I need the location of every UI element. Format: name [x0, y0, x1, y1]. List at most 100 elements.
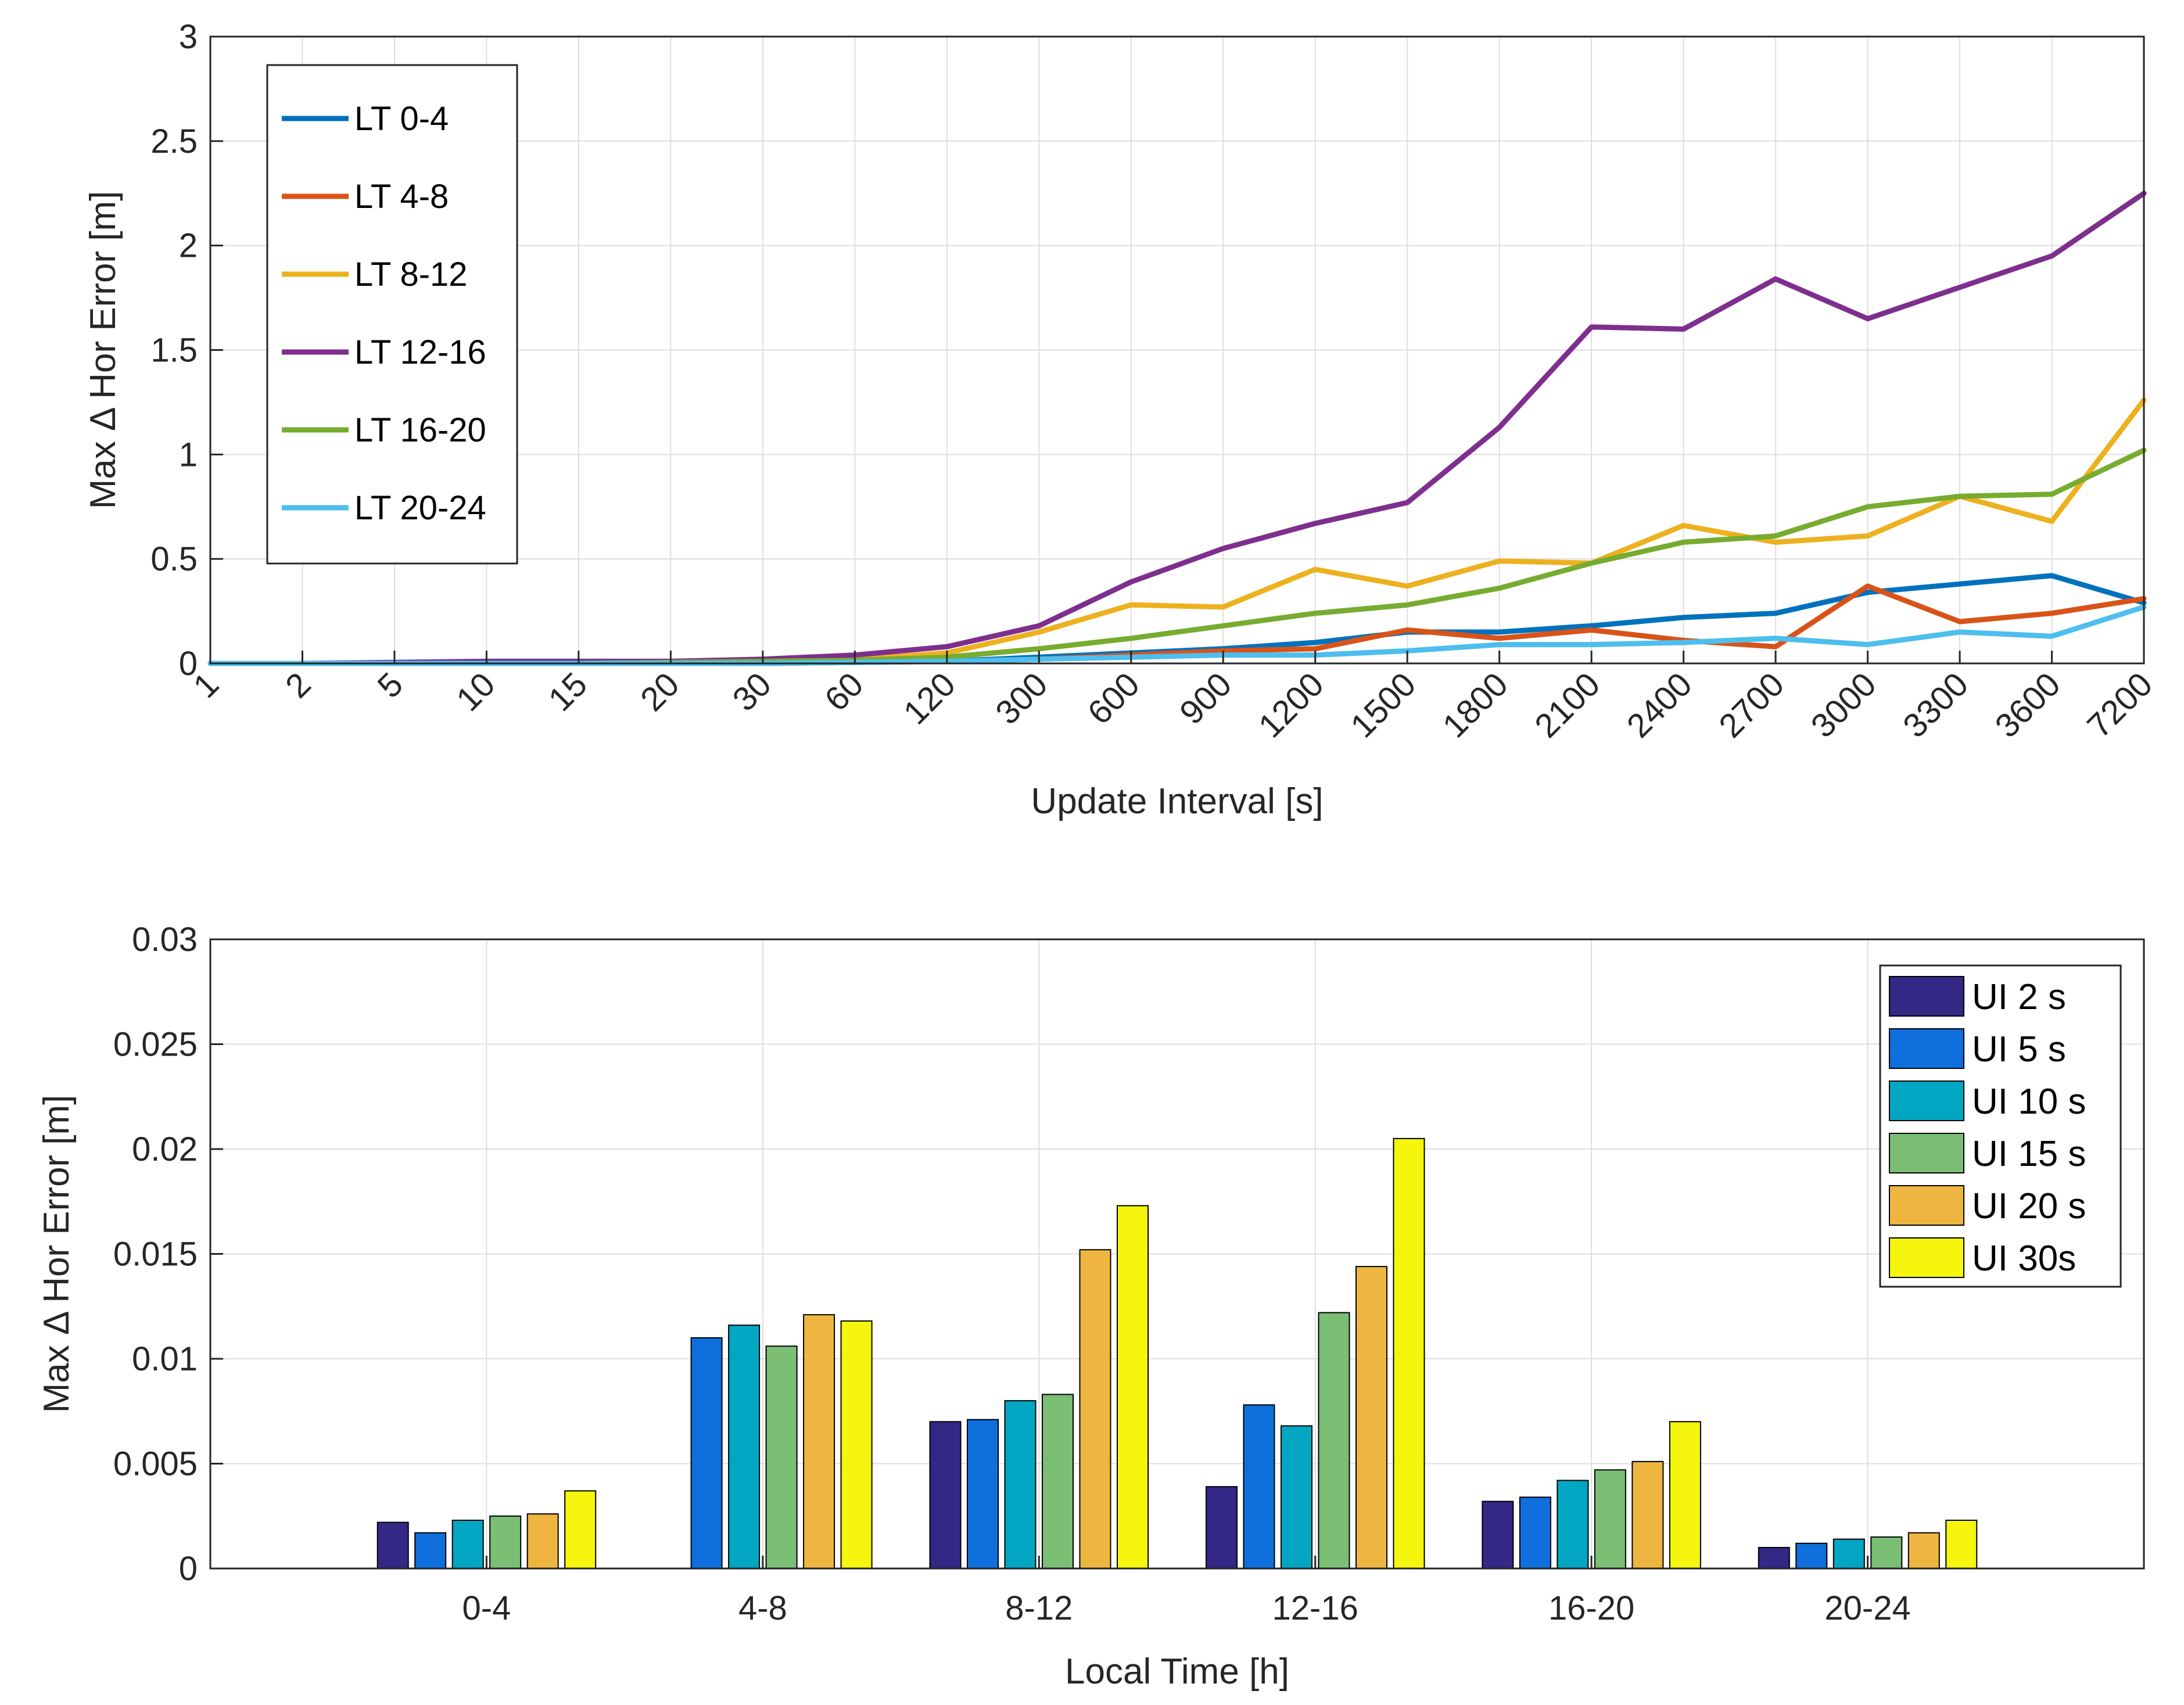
- x-tick-label: 120: [896, 665, 963, 731]
- bar-4-8-ui-20-s: [803, 1314, 835, 1569]
- x-tick-label: 1800: [1436, 665, 1515, 745]
- x-tick-label: 7200: [2080, 665, 2160, 745]
- y-tick-label: 0.005: [113, 1445, 198, 1483]
- x-tick-label: 10: [449, 665, 503, 719]
- series-line-lt-0-4: [207, 573, 2147, 666]
- legend-box: [266, 64, 518, 565]
- bar-20-24-ui-10-s: [1832, 1538, 1865, 1569]
- bar-8-12-ui-15-s: [1042, 1394, 1074, 1569]
- y-tick-label: 1.5: [150, 332, 198, 369]
- x-tick-label: 2400: [1620, 665, 1699, 745]
- bar-0-4-ui-5-s: [414, 1532, 447, 1570]
- x-tick-label: 60: [817, 665, 871, 719]
- y-tick-label: 0.01: [132, 1340, 198, 1378]
- x-tick-label: 20: [633, 665, 687, 719]
- y-tick-label: 0.5: [150, 540, 198, 578]
- line-chart-y-axis-label: Max Δ Hor Error [m]: [83, 191, 123, 509]
- bar-16-20-ui-2-s: [1482, 1501, 1514, 1569]
- x-tick-label: 1500: [1343, 665, 1423, 745]
- bar-4-8-ui-5-s: [690, 1337, 723, 1569]
- bar-20-24-ui-30s: [1945, 1520, 1978, 1569]
- series-line-lt-20-24: [207, 604, 2147, 666]
- line-chart-x-axis-label: Update Interval [s]: [1031, 781, 1323, 821]
- x-tick-label: 4-8: [738, 1589, 787, 1627]
- bar-16-20-ui-15-s: [1594, 1469, 1626, 1570]
- legend-label: UI 20 s: [1972, 1186, 2086, 1226]
- bar-chart: 0 0.005 0.01 0.015 0.02 0.025 0.03 0-4 4-8 8-12 1…: [37, 921, 2145, 1692]
- bar-4-8-ui-15-s: [765, 1345, 798, 1570]
- bar-20-24-ui-15-s: [1870, 1536, 1903, 1570]
- x-tick-label: 300: [988, 665, 1055, 731]
- y-tick-label: 2: [179, 227, 198, 265]
- bar-16-20-ui-30s: [1669, 1421, 1701, 1570]
- bar-12-16-ui-30s: [1393, 1137, 1425, 1569]
- y-tick-label: 0.02: [132, 1130, 198, 1168]
- line-chart: 00.511.522.53 1 2 5 10 15 20 30 60 120 300 600 900 1…: [83, 18, 2160, 821]
- bar-4-8-ui-10-s: [728, 1324, 761, 1569]
- legend-label: LT 0-4: [354, 100, 449, 138]
- bar-8-12-ui-30s: [1117, 1205, 1149, 1569]
- bar-chart-bars: [376, 1137, 1978, 1570]
- bar-0-4-ui-10-s: [451, 1520, 484, 1569]
- bar-chart-legend: UI 2 s UI 5 s UI 10 s UI 15 s UI 20 s UI 30s: [1879, 964, 2122, 1288]
- bar-20-24-ui-2-s: [1758, 1546, 1790, 1569]
- legend-label: LT 20-24: [354, 489, 486, 527]
- bar-20-24-ui-5-s: [1795, 1542, 1828, 1569]
- legend-box: [1879, 964, 2122, 1288]
- bar-chart-x-axis-label: Local Time [h]: [1065, 1652, 1289, 1692]
- y-tick-label: 0: [179, 645, 198, 683]
- y-tick-label: 0.03: [132, 921, 198, 959]
- x-tick-label: 3000: [1804, 665, 1884, 745]
- x-tick-label: 20-24: [1824, 1589, 1910, 1627]
- bar-0-4-ui-2-s: [376, 1521, 409, 1570]
- legend-label: LT 16-20: [354, 411, 486, 449]
- bar-12-16-ui-5-s: [1243, 1404, 1275, 1569]
- legend-label: UI 30s: [1972, 1239, 2076, 1279]
- bar-16-20-ui-5-s: [1519, 1496, 1551, 1570]
- legend-label: UI 10 s: [1972, 1082, 2086, 1122]
- bar-12-16-ui-2-s: [1206, 1486, 1238, 1569]
- bar-12-16-ui-10-s: [1281, 1425, 1312, 1569]
- bar-0-4-ui-20-s: [526, 1513, 559, 1570]
- x-tick-label: 15: [541, 665, 595, 719]
- y-tick-label: 1: [179, 436, 198, 473]
- bar-8-12-ui-5-s: [967, 1419, 999, 1569]
- x-tick-label: 2100: [1527, 665, 1607, 745]
- bar-0-4-ui-30s: [564, 1490, 597, 1569]
- x-tick-label: 2: [278, 665, 318, 705]
- x-tick-label: 30: [725, 665, 779, 719]
- legend-swatch: [1889, 1185, 1964, 1226]
- line-chart-legend: LT 0-4 LT 4-8 LT 8-12 LT 12-16 LT 16-20 LT 20…: [266, 64, 518, 565]
- x-tick-label: 8-12: [1005, 1589, 1073, 1627]
- bar-8-12-ui-2-s: [929, 1421, 962, 1570]
- bar-chart-x-ticks: 0-4 4-8 8-12 12-16 16-20 20-24: [462, 1556, 1911, 1627]
- legend-label: LT 12-16: [354, 333, 486, 371]
- legend-swatch: [1889, 1133, 1964, 1173]
- legend-label: LT 4-8: [354, 178, 449, 216]
- legend-label: UI 5 s: [1972, 1029, 2066, 1069]
- series-line-lt-4-8: [207, 583, 2147, 666]
- bar-0-4-ui-15-s: [489, 1515, 522, 1570]
- bar-chart-y-ticks: 0 0.005 0.01 0.015 0.02 0.025 0.03: [113, 921, 223, 1588]
- x-tick-label: 0-4: [462, 1589, 511, 1627]
- x-tick-label: 900: [1172, 665, 1239, 731]
- legend-label: UI 15 s: [1972, 1134, 2086, 1174]
- y-tick-label: 0.025: [113, 1026, 198, 1064]
- legend-swatch: [1889, 1081, 1964, 1121]
- x-tick-label: 1200: [1251, 665, 1331, 745]
- y-tick-label: 2.5: [150, 123, 198, 160]
- x-tick-label: 3300: [1896, 665, 1975, 745]
- bar-12-16-ui-15-s: [1318, 1312, 1350, 1570]
- y-tick-label: 3: [179, 18, 198, 56]
- x-tick-label: 5: [370, 665, 410, 705]
- line-chart-grid: [210, 36, 2144, 664]
- x-tick-label: 600: [1081, 665, 1147, 731]
- bar-20-24-ui-20-s: [1907, 1532, 1940, 1570]
- legend-swatch: [1889, 1237, 1964, 1278]
- bar-12-16-ui-20-s: [1355, 1266, 1387, 1569]
- y-tick-label: 0: [179, 1550, 198, 1588]
- bar-chart-grid: [210, 939, 2144, 1569]
- x-tick-label: 2700: [1712, 665, 1791, 745]
- bar-16-20-ui-10-s: [1557, 1480, 1589, 1569]
